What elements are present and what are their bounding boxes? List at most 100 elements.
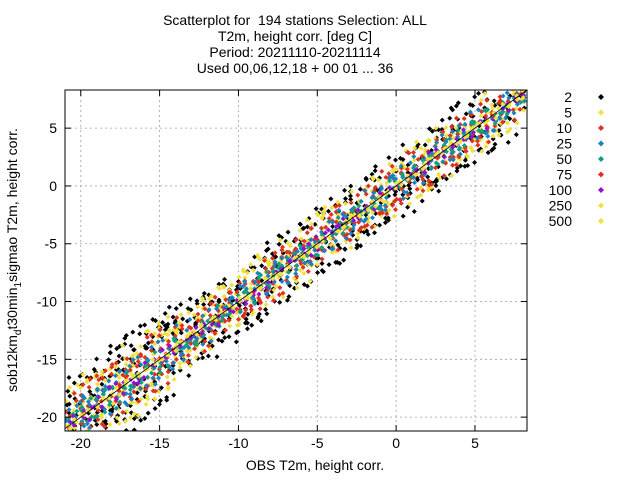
y-tick-label: -5 xyxy=(45,236,58,252)
data-point-2 xyxy=(158,398,163,403)
legend-marker-10 xyxy=(598,125,604,131)
data-point-2 xyxy=(179,330,184,335)
legend-label-75: 75 xyxy=(556,167,572,183)
data-point-10 xyxy=(517,107,522,112)
data-point-5 xyxy=(63,399,68,404)
data-point-2 xyxy=(265,240,270,245)
x-tick-label: 0 xyxy=(392,435,400,451)
x-tick-label: -10 xyxy=(228,435,248,451)
y-label-part-1: sob12km xyxy=(4,335,20,392)
data-point-2 xyxy=(163,311,168,316)
data-point-2 xyxy=(372,230,377,235)
data-point-50 xyxy=(447,136,452,141)
y-label-part-2: d xyxy=(13,330,24,336)
legend-marker-50 xyxy=(598,156,604,162)
data-point-5 xyxy=(330,250,335,255)
data-point-2 xyxy=(202,291,207,296)
data-point-5 xyxy=(491,134,496,139)
data-point-25 xyxy=(128,392,133,397)
data-point-2 xyxy=(343,196,348,201)
data-point-2 xyxy=(506,140,511,145)
diagonal-reference-line xyxy=(65,90,527,429)
legend-label-100: 100 xyxy=(549,182,573,198)
data-point-2 xyxy=(245,326,250,331)
data-point-2 xyxy=(454,169,459,174)
data-point-2 xyxy=(327,262,332,267)
data-point-5 xyxy=(172,377,177,382)
data-point-5 xyxy=(152,396,157,401)
data-point-10 xyxy=(258,306,263,311)
legend-marker-25 xyxy=(598,141,604,147)
data-point-2 xyxy=(137,331,142,336)
data-point-10 xyxy=(195,312,200,317)
data-point-2 xyxy=(171,393,176,398)
data-point-10 xyxy=(305,230,310,235)
data-point-2 xyxy=(423,142,428,147)
data-point-10 xyxy=(349,200,354,205)
x-tick-label: -5 xyxy=(311,435,324,451)
data-point-2 xyxy=(259,263,264,268)
data-point-2 xyxy=(263,307,268,312)
data-point-5 xyxy=(436,172,441,177)
data-point-2 xyxy=(286,230,291,235)
data-point-5 xyxy=(108,422,113,427)
y-tick-label: 0 xyxy=(49,178,57,194)
data-point-2 xyxy=(358,187,363,192)
data-point-2 xyxy=(326,209,331,214)
data-point-2 xyxy=(94,422,99,427)
data-point-2 xyxy=(186,373,191,378)
data-point-2 xyxy=(131,347,136,352)
y-axis-label: sob12kmdt30min1sigmao T2m, height corr. xyxy=(4,95,24,425)
data-point-2 xyxy=(180,316,185,321)
data-point-2 xyxy=(167,305,172,310)
y-tick-label: -15 xyxy=(37,351,57,367)
legend-marker-75 xyxy=(598,172,604,178)
data-point-2 xyxy=(342,188,347,193)
data-point-2 xyxy=(227,334,232,339)
data-point-2 xyxy=(188,296,193,301)
legend-marker-250 xyxy=(598,203,604,209)
data-point-2 xyxy=(222,277,227,282)
data-point-25 xyxy=(370,215,375,220)
data-point-2 xyxy=(420,199,425,204)
y-label-part-4: 1 xyxy=(13,282,24,288)
data-point-5 xyxy=(237,275,242,280)
legend-label-5: 5 xyxy=(564,105,572,121)
data-point-2 xyxy=(117,354,122,359)
data-point-2 xyxy=(377,223,382,228)
legend-marker-500 xyxy=(598,218,604,224)
y-tick-label: -10 xyxy=(37,294,57,310)
data-point-2 xyxy=(348,184,353,189)
data-point-2 xyxy=(348,194,353,199)
legend-label-250: 250 xyxy=(549,198,573,214)
data-point-2 xyxy=(341,258,346,263)
data-point-2 xyxy=(94,357,99,362)
data-point-2 xyxy=(157,402,162,407)
y-label-part-3: t30min xyxy=(4,287,20,329)
data-point-2 xyxy=(277,300,282,305)
data-point-2 xyxy=(393,157,398,162)
y-tick-label: -20 xyxy=(37,409,57,425)
data-point-2 xyxy=(201,302,206,307)
data-point-5 xyxy=(179,312,184,317)
data-point-10 xyxy=(186,353,191,358)
data-point-2 xyxy=(373,164,378,169)
data-point-5 xyxy=(301,271,306,276)
data-point-2 xyxy=(412,209,417,214)
data-point-2 xyxy=(447,116,452,121)
data-point-2 xyxy=(108,343,113,348)
data-point-2 xyxy=(106,357,111,362)
legend-label-25: 25 xyxy=(556,136,572,152)
data-point-5 xyxy=(264,302,269,307)
data-point-5 xyxy=(144,402,149,407)
data-point-2 xyxy=(130,330,135,335)
data-point-5 xyxy=(348,245,353,250)
data-point-5 xyxy=(392,214,397,219)
data-point-2 xyxy=(314,206,319,211)
data-point-5 xyxy=(166,314,171,319)
data-point-10 xyxy=(320,257,325,262)
data-point-2 xyxy=(138,324,143,329)
data-point-5 xyxy=(128,415,133,420)
x-tick-label: -20 xyxy=(71,435,91,451)
